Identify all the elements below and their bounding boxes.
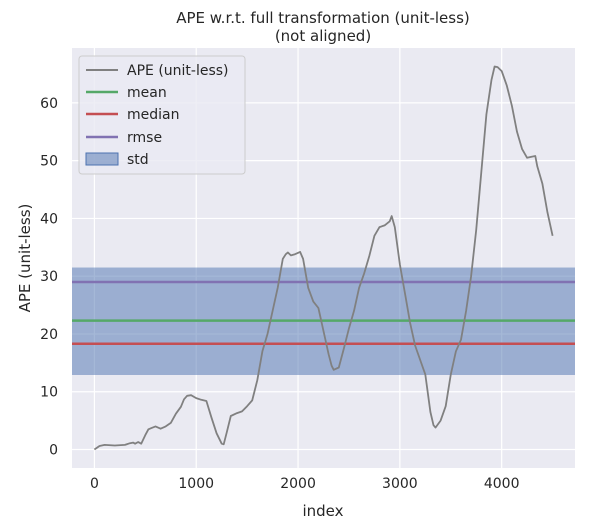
y-tick-label: 20 — [40, 327, 58, 343]
legend-label-median: median — [127, 107, 179, 123]
y-axis-label: APE (unit-less) — [16, 204, 34, 313]
legend-box — [78, 55, 246, 175]
x-tick-label: 4000 — [484, 476, 520, 492]
y-tick-label: 40 — [40, 211, 58, 227]
y-tick-labels: 0 10 20 30 40 50 60 — [40, 96, 58, 459]
chart-title-line-1: APE w.r.t. full transformation (unit-les… — [176, 9, 470, 27]
y-tick-label: 60 — [40, 96, 58, 112]
legend-swatch-std — [85, 152, 119, 166]
legend: APE (unit-less) mean median rmse std — [78, 55, 246, 175]
y-tick-label: 50 — [40, 154, 58, 170]
legend-label-mean: mean — [127, 85, 167, 101]
x-tick-labels: 0 1000 2000 3000 4000 — [90, 476, 520, 492]
chart-title-line-2: (not aligned) — [275, 27, 371, 45]
x-axis-label: index — [302, 502, 343, 520]
y-tick-label: 30 — [40, 269, 58, 285]
legend-label-ape: APE (unit-less) — [127, 63, 229, 79]
x-tick-label: 0 — [90, 476, 99, 492]
x-tick-label: 1000 — [178, 476, 214, 492]
legend-label-rmse: rmse — [127, 130, 162, 146]
y-tick-label: 10 — [40, 385, 58, 401]
y-tick-label: 0 — [49, 443, 58, 459]
legend-label-std: std — [127, 152, 149, 168]
ape-series-line — [93, 65, 554, 451]
x-tick-label: 3000 — [382, 476, 418, 492]
x-tick-label: 2000 — [280, 476, 316, 492]
